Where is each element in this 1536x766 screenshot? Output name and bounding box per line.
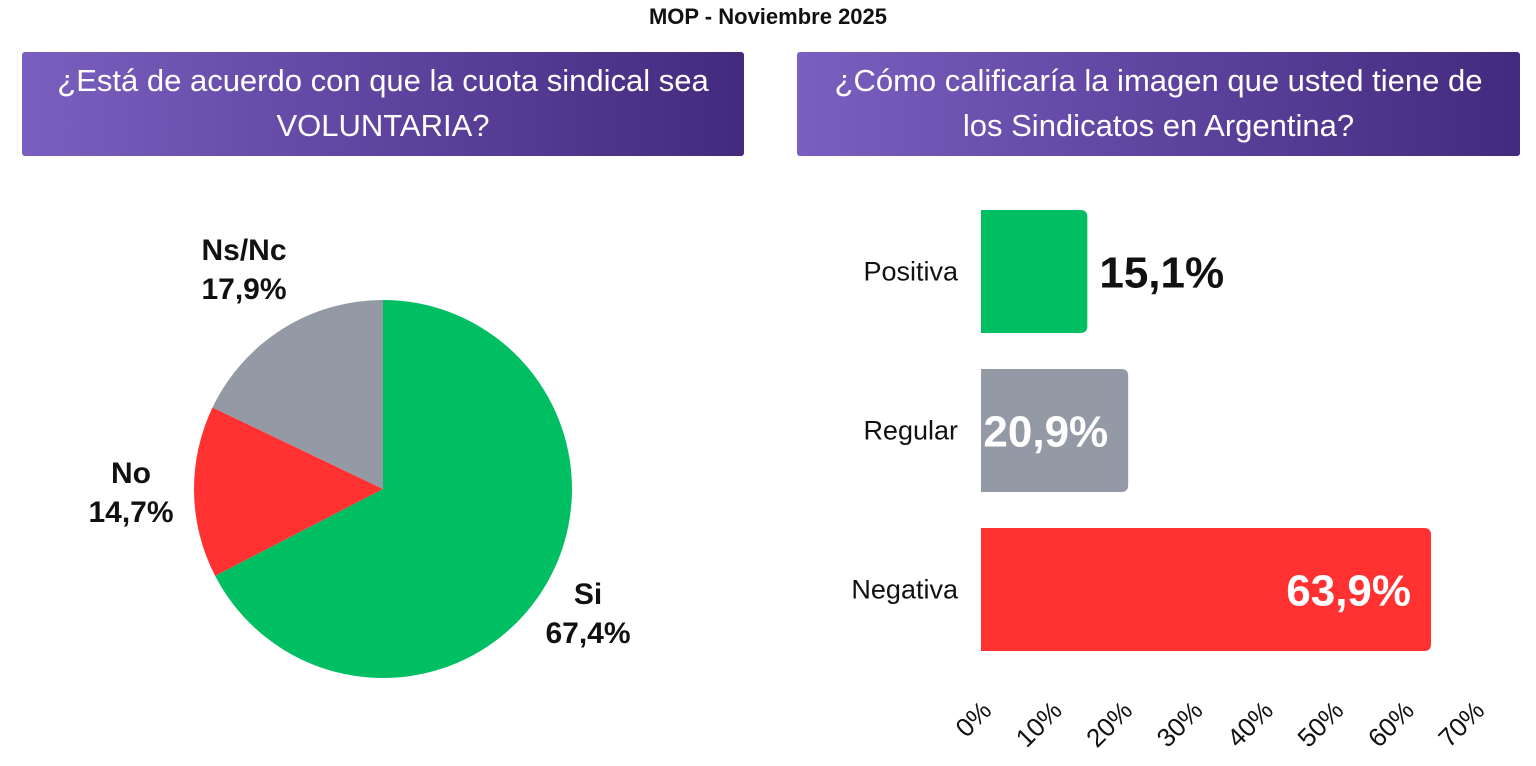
x-tick-label: 0% <box>949 695 997 743</box>
pie-label-si: Si <box>574 578 602 611</box>
bar-positiva <box>981 210 1088 333</box>
bar-question-banner: ¿Cómo calificaría la imagen que usted ti… <box>797 52 1520 156</box>
bar-category-positiva: Positiva <box>863 257 959 287</box>
pie-question-banner: ¿Está de acuerdo con que la cuota sindic… <box>22 52 744 156</box>
x-tick-label: 40% <box>1221 695 1279 753</box>
pie-slice-ns-nc <box>212 300 383 489</box>
pie-value-si: 67,4% <box>545 617 630 650</box>
pie-label-ns-nc: Ns/Nc <box>201 234 286 267</box>
pie-slice-no <box>193 407 383 576</box>
x-tick-label: 30% <box>1151 695 1209 753</box>
page-title: MOP - Noviembre 2025 <box>648 4 888 29</box>
pie-value-ns-nc: 17,9% <box>201 273 286 306</box>
bar-value-negativa: 63,9% <box>1286 567 1411 616</box>
x-tick-label: 60% <box>1362 695 1420 753</box>
pie-label-no: No <box>111 457 151 490</box>
pie-chart: Si 67,4% No 14,7% Ns/Nc 17,9% <box>88 234 631 678</box>
bar-value-positiva: 15,1% <box>1099 249 1224 298</box>
bar-category-negativa: Negativa <box>851 575 959 605</box>
pie-slice-si <box>215 300 572 678</box>
bar-negativa <box>981 528 1432 651</box>
pie-value-no: 14,7% <box>88 496 173 529</box>
bar-value-regular: 20,9% <box>983 408 1108 457</box>
bar-category-regular: Regular <box>863 416 958 446</box>
bar-chart: Positiva 15,1% Regular 20,9% Negativa 63,9% 0%… <box>851 210 1490 753</box>
x-tick-label: 70% <box>1432 695 1490 753</box>
x-tick-label: 10% <box>1010 695 1068 753</box>
x-tick-label: 20% <box>1080 695 1138 753</box>
bar-regular <box>981 369 1129 492</box>
x-tick-label: 50% <box>1291 695 1349 753</box>
